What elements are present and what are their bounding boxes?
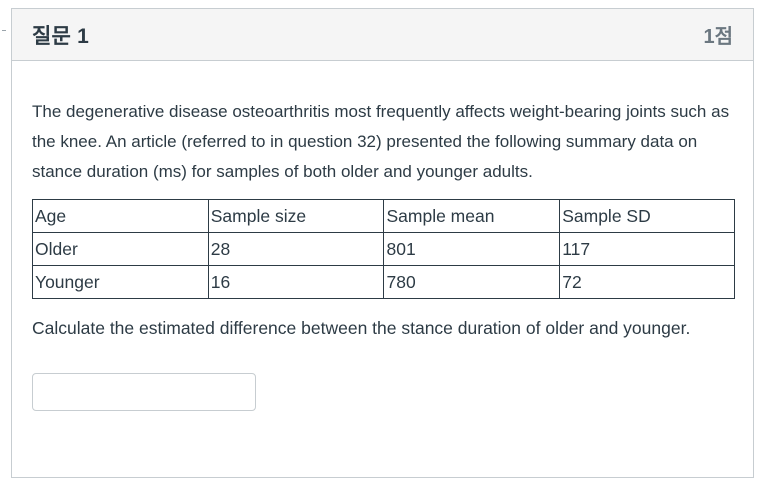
table-cell: 801 — [383, 232, 561, 266]
answer-input[interactable] — [32, 373, 256, 411]
header-cell-sample-size: Sample size — [207, 199, 385, 233]
question-title: 질문 1 — [32, 24, 89, 48]
question-prompt: Calculate the estimated difference betwe… — [32, 318, 691, 338]
question-body: The degenerative disease osteoarthritis … — [12, 61, 753, 411]
table-cell: 780 — [383, 265, 561, 299]
table-cell: Older — [32, 232, 209, 266]
table-cell: 16 — [207, 265, 385, 299]
table-cell: 72 — [559, 265, 735, 299]
left-edge-mark — [2, 30, 6, 31]
question-text: The degenerative disease osteoarthritis … — [32, 102, 730, 181]
header-cell-sample-sd: Sample SD — [559, 199, 735, 233]
table-cell: 117 — [559, 232, 735, 266]
question-header: 질문 1 1점 — [12, 9, 753, 61]
table-cell: 28 — [207, 232, 385, 266]
header-cell-sample-mean: Sample mean — [383, 199, 561, 233]
table-row: Younger 16 780 72 — [32, 265, 735, 299]
summary-data-table: Age Sample size Sample mean Sample SD Ol… — [32, 199, 735, 299]
table-cell: Younger — [32, 265, 209, 299]
question-points: 1점 — [703, 26, 733, 48]
question-card: 질문 1 1점 The degenerative disease osteoar… — [11, 8, 754, 478]
table-header-row: Age Sample size Sample mean Sample SD — [32, 199, 735, 233]
table-row: Older 28 801 117 — [32, 232, 735, 266]
header-cell-age: Age — [32, 199, 209, 233]
